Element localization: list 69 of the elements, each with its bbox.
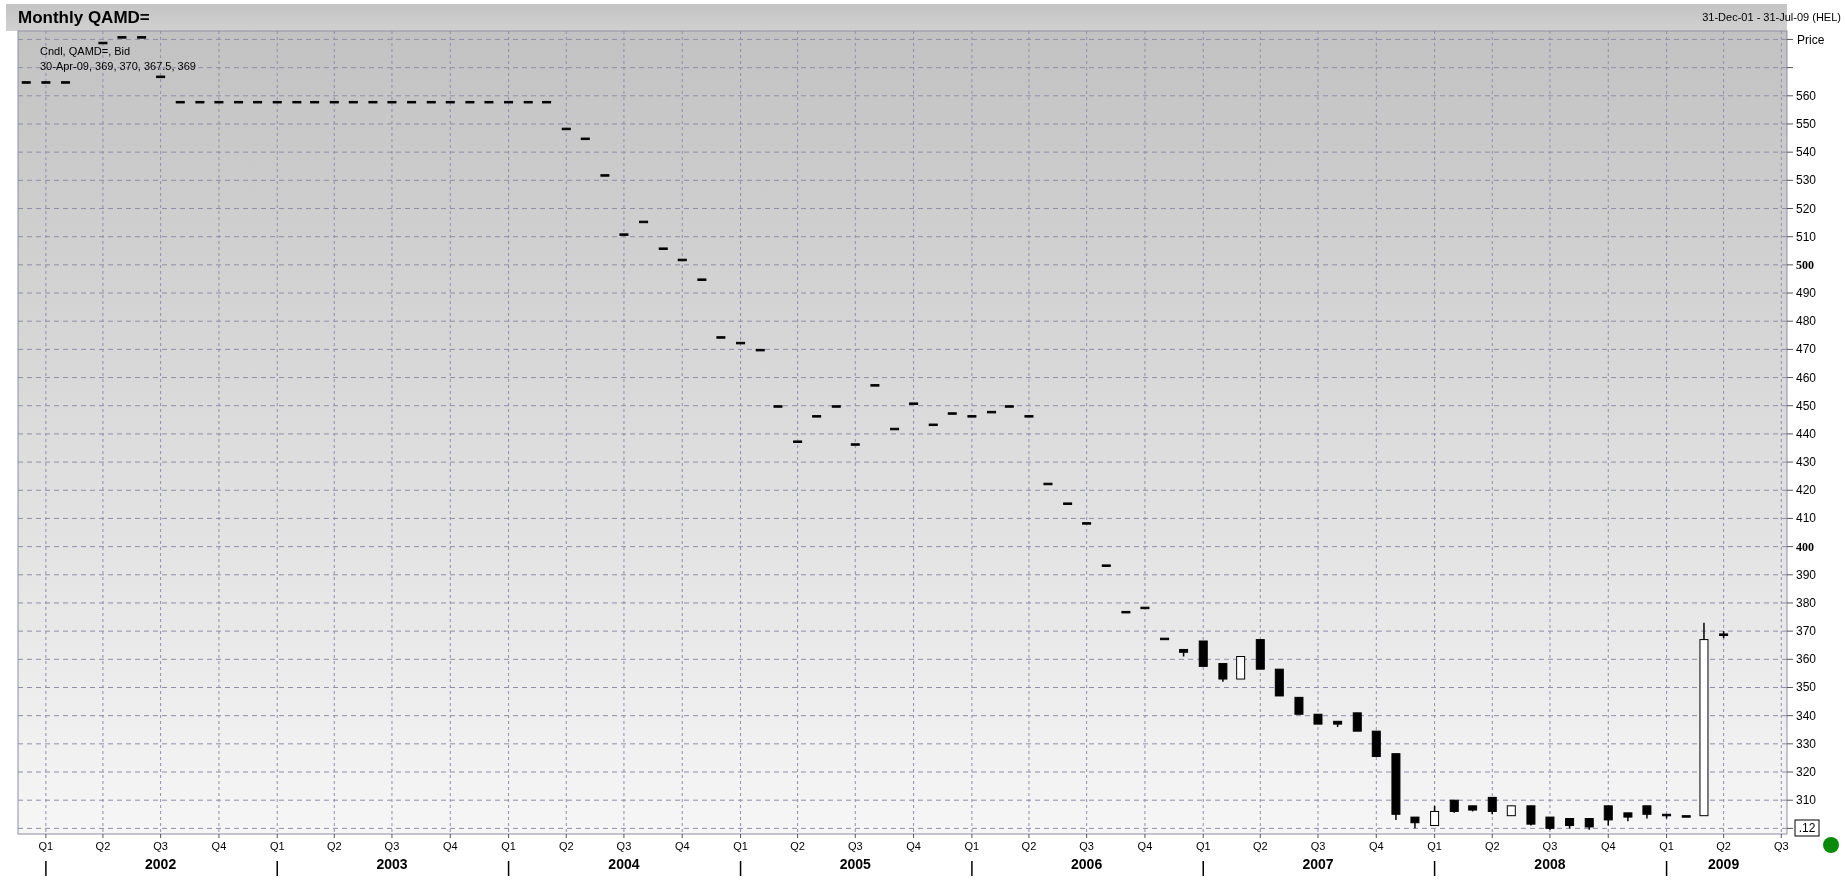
y-tick-label: 420	[1796, 483, 1817, 498]
x-tick-label: Q1	[269, 840, 285, 852]
y-tick-label: 360	[1796, 652, 1817, 667]
y-tick-label: 550	[1796, 116, 1817, 131]
text: .12	[1798, 821, 1816, 835]
x-tick-label: Q1	[1195, 840, 1211, 852]
y-tick-label: 370	[1796, 624, 1817, 639]
y-tick-label: 400	[1796, 539, 1814, 554]
y-tick-label: 350	[1796, 680, 1817, 695]
chart-subtitle: 31-Dec-01 - 31-Jul-09 (HEL)	[1702, 11, 1841, 23]
y-tick-label: 430	[1796, 455, 1817, 470]
y-tick-label: 320	[1796, 765, 1817, 780]
y-tick-label: 510	[1796, 229, 1817, 244]
chart-title: Monthly QAMD=	[18, 8, 150, 27]
x-tick-label: Q1	[38, 840, 54, 852]
candlestick	[1352, 712, 1362, 732]
x-tick-label: Q2	[1021, 840, 1037, 852]
x-tick-label: Q1	[733, 840, 748, 852]
x-tick-label: Q4	[211, 840, 227, 852]
y-tick-label: 440	[1796, 426, 1817, 441]
x-tick-label: Q1	[501, 840, 516, 852]
y-tick-label: 490	[1796, 286, 1817, 301]
x-tick-label: Q2	[326, 840, 342, 852]
y-tick-label: 540	[1796, 145, 1817, 160]
x-tick-label: Q3	[1773, 840, 1789, 852]
x-tick-label: Q1	[1659, 840, 1674, 852]
x-tick-label: Q4	[674, 840, 690, 852]
x-tick-label: Q2	[95, 840, 111, 852]
y-tick-label: 460	[1796, 370, 1817, 385]
y-tick-label: 340	[1796, 708, 1817, 723]
x-tick-label: Q4	[906, 840, 921, 852]
x-tick-label: Q4	[1368, 840, 1384, 852]
candlestick	[1236, 656, 1246, 680]
x-tick-label: Q2	[558, 840, 574, 852]
y-tick-label: 480	[1796, 314, 1817, 329]
y-tick-label: 470	[1796, 342, 1817, 357]
y-tick-label: 410	[1796, 511, 1817, 526]
y-tick-label: 380	[1796, 595, 1817, 610]
annotation: Cndl, QAMD=, Bid	[40, 45, 131, 57]
candlestick	[1430, 805, 1440, 827]
x-tick-label: Q4	[1137, 840, 1153, 852]
y-tick-label: 450	[1796, 398, 1817, 413]
x-tick-label: Q3 2003	[376, 840, 408, 872]
y-tick-label: 500	[1796, 257, 1814, 272]
candlestick	[1218, 662, 1228, 683]
x-tick-label: Q3 2006	[1071, 840, 1103, 872]
x-tick-label: Q3 2007	[1302, 840, 1334, 872]
x-tick-label: Q2	[1252, 840, 1268, 852]
y-axis-title: Price	[1797, 33, 1825, 47]
y-tick-label: 330	[1796, 736, 1817, 751]
y-tick-label: 530	[1796, 173, 1817, 188]
x-tick-label: Q2	[1484, 840, 1500, 852]
y-tick-label: 560	[1796, 88, 1817, 103]
x-tick-label: Q3 2005	[839, 840, 872, 872]
x-tick-label: Q3 2004	[608, 840, 640, 872]
x-tick-label: Q3 2008	[1534, 840, 1566, 872]
y-tick-label: 520	[1796, 201, 1817, 216]
y-tick-label: 390	[1796, 567, 1817, 582]
candlestick	[1526, 805, 1536, 827]
candlestick	[1603, 805, 1613, 827]
x-tick-label: Q2 2009	[1708, 840, 1740, 872]
x-tick-label: Q4	[442, 840, 458, 852]
x-tick-label: Q4	[1600, 840, 1616, 852]
x-tick-label: Q1	[964, 840, 980, 852]
y-tick-label: 310	[1796, 793, 1817, 808]
x-tick-label: Q3 2002	[145, 840, 177, 872]
x-tick-label: Q2	[790, 840, 805, 852]
annotation: 30-Apr-09, 369, 370, 367.5, 369	[40, 60, 196, 72]
x-tick-label: Q1	[1427, 840, 1442, 852]
